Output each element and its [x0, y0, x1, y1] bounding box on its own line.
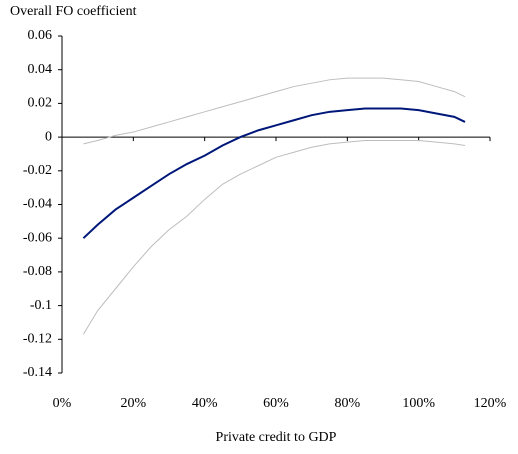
series-line [82, 139, 466, 335]
y-tick-label: -0.02 [23, 163, 52, 178]
x-tick-label: 60% [263, 396, 289, 411]
y-axis-title: Overall FO coefficient [10, 4, 137, 19]
y-tick-label: -0.1 [30, 298, 52, 313]
x-tick-label: 0% [53, 396, 72, 411]
x-tick-label: 20% [120, 396, 146, 411]
y-tick-label: 0 [45, 129, 52, 144]
y-tick-label: -0.12 [23, 332, 52, 347]
x-tick-label: 80% [334, 396, 360, 411]
y-tick-label: -0.08 [23, 264, 52, 279]
y-tick-label: 0.06 [28, 28, 53, 43]
x-tick-label: 120% [474, 396, 507, 411]
x-axis-title: Private credit to GDP [216, 430, 337, 445]
y-tick-label: -0.14 [23, 365, 52, 380]
y-tick-label: -0.06 [23, 230, 52, 245]
x-tick-label: 100% [402, 396, 435, 411]
y-tick-label: 0.02 [28, 96, 53, 111]
series-line [82, 107, 466, 239]
series-line [83, 77, 466, 145]
y-tick-label: 0.04 [28, 62, 53, 77]
x-tick-label: 40% [192, 396, 218, 411]
y-tick-label: -0.04 [23, 197, 52, 212]
